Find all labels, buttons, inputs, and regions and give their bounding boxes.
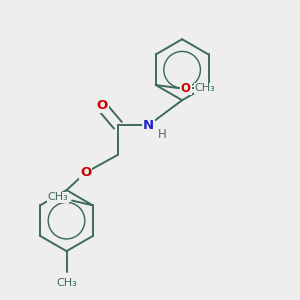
Text: N: N (143, 119, 154, 132)
Text: CH₃: CH₃ (195, 83, 215, 93)
Text: O: O (96, 98, 107, 112)
Text: O: O (80, 166, 92, 179)
Text: CH₃: CH₃ (56, 278, 77, 288)
Text: O: O (181, 82, 191, 95)
Text: H: H (158, 128, 166, 141)
Text: CH₃: CH₃ (47, 192, 68, 203)
